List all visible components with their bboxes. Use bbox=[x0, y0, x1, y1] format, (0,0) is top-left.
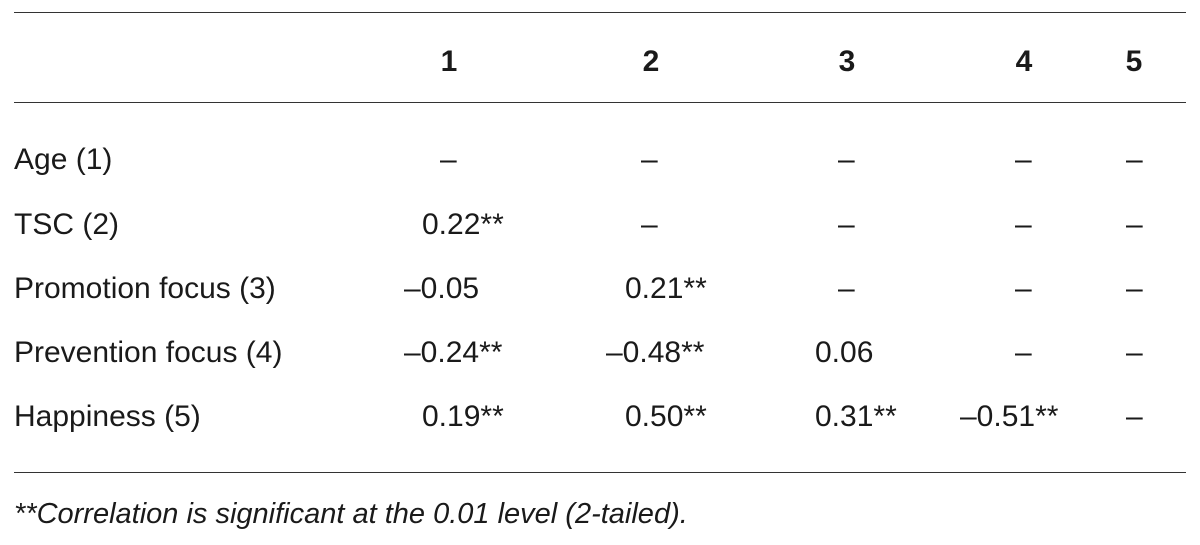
table-cell: – bbox=[641, 143, 658, 176]
column-header-3: 3 bbox=[838, 45, 856, 78]
table-cell: – bbox=[1015, 336, 1032, 369]
table-cell: – bbox=[1015, 208, 1032, 241]
table-cell: – bbox=[1126, 143, 1143, 176]
column-header-2: 2 bbox=[642, 45, 660, 78]
table-cell: –0.48** bbox=[606, 336, 705, 369]
column-header-5: 5 bbox=[1125, 45, 1143, 78]
table-cell: 0.06 bbox=[815, 336, 874, 369]
row-label-prevention-focus: Prevention focus (4) bbox=[14, 336, 283, 369]
row-label-happiness: Happiness (5) bbox=[14, 400, 201, 433]
table-cell: –0.05 bbox=[404, 272, 480, 305]
table-header-rule bbox=[14, 102, 1186, 103]
table-top-rule bbox=[14, 12, 1186, 13]
table-cell: 0.19** bbox=[422, 400, 504, 433]
column-header-1: 1 bbox=[440, 45, 458, 78]
table-cell: –0.24** bbox=[404, 336, 503, 369]
table-cell: 0.50** bbox=[625, 400, 707, 433]
row-label-promotion-focus: Promotion focus (3) bbox=[14, 272, 276, 305]
column-header-4: 4 bbox=[1015, 45, 1033, 78]
table-cell: – bbox=[1126, 272, 1143, 305]
row-label-age: Age (1) bbox=[14, 143, 113, 176]
table-cell: – bbox=[838, 208, 855, 241]
row-label-tsc: TSC (2) bbox=[14, 208, 119, 241]
table-cell: – bbox=[1015, 272, 1032, 305]
table-cell: –0.51** bbox=[960, 400, 1059, 433]
table-footnote: **Correlation is significant at the 0.01… bbox=[14, 498, 688, 530]
table-cell: – bbox=[838, 272, 855, 305]
table-bottom-rule bbox=[14, 472, 1186, 473]
table-cell: 0.21** bbox=[625, 272, 707, 305]
table-cell: – bbox=[641, 208, 658, 241]
table-cell: 0.22** bbox=[422, 208, 504, 241]
table-cell: 0.31** bbox=[815, 400, 897, 433]
table-cell: – bbox=[1126, 336, 1143, 369]
table-cell: – bbox=[1015, 143, 1032, 176]
table-cell: – bbox=[1126, 400, 1143, 433]
table-cell: – bbox=[838, 143, 855, 176]
table-cell: – bbox=[440, 143, 457, 176]
table-cell: – bbox=[1126, 208, 1143, 241]
